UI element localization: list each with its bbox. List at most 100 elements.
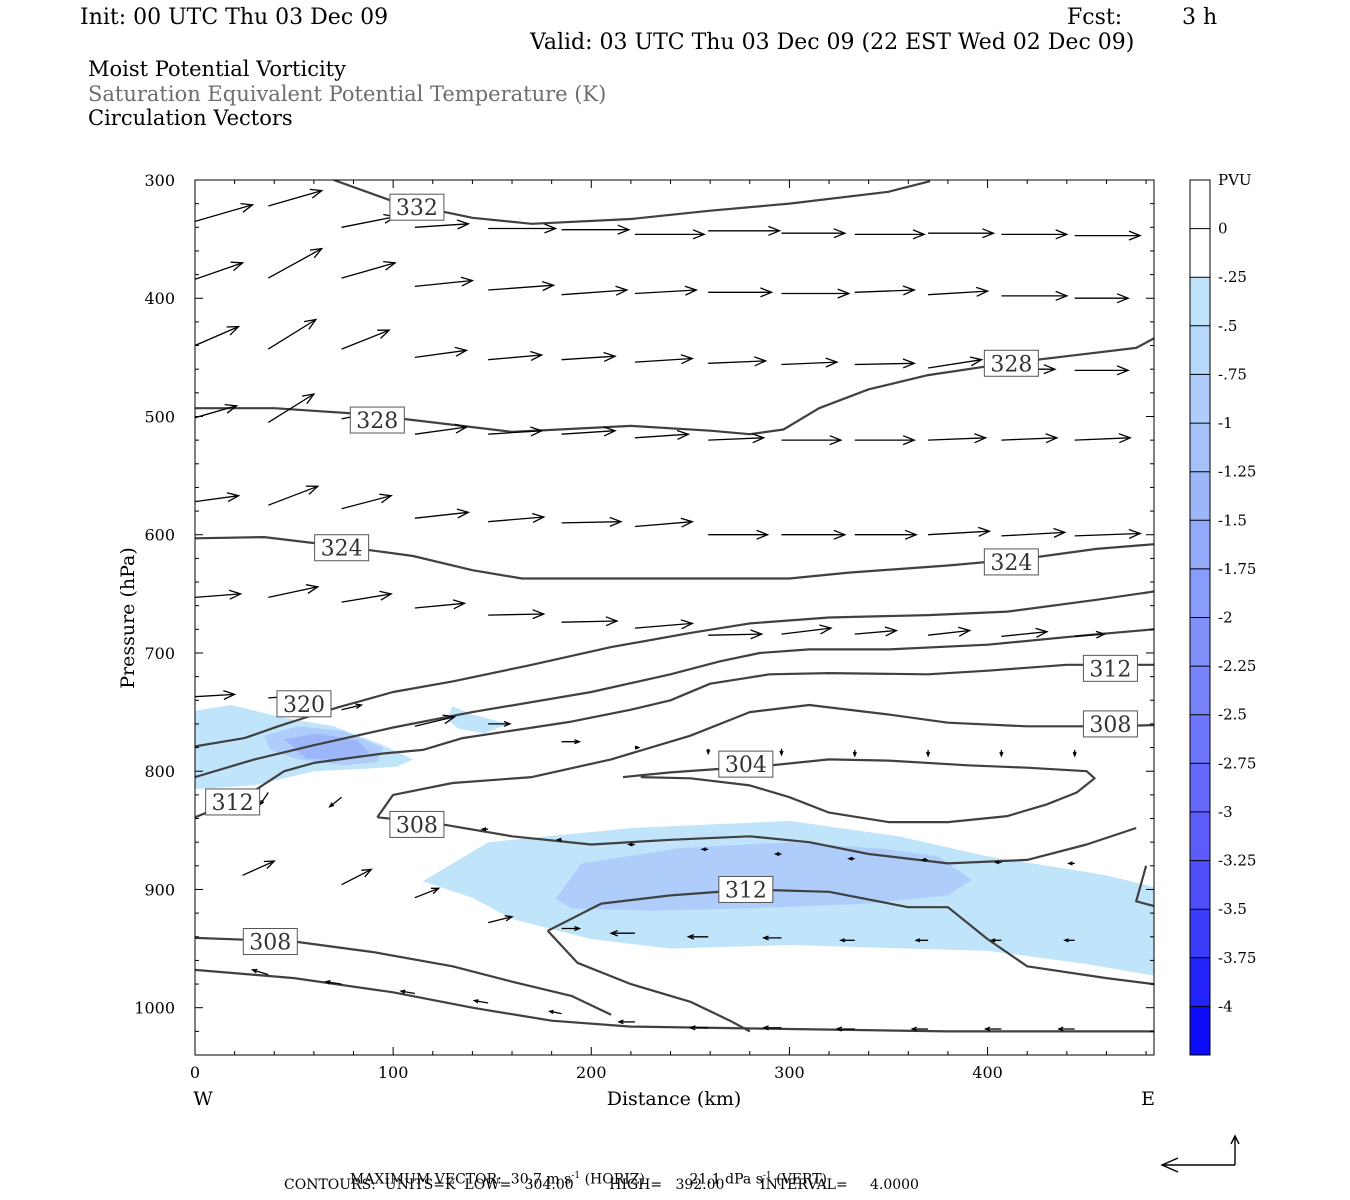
colorbar-swatch bbox=[1190, 568, 1210, 618]
circulation-vector bbox=[1001, 433, 1059, 444]
contour-label: 332 bbox=[389, 193, 445, 221]
y-tick-label: 300 bbox=[144, 171, 175, 190]
svg-text:324: 324 bbox=[990, 551, 1032, 576]
y-tick-label: 400 bbox=[144, 289, 175, 308]
circulation-vector bbox=[267, 318, 318, 350]
circulation-vector bbox=[1072, 749, 1077, 758]
colorbar-tick-label: -.25 bbox=[1218, 268, 1247, 286]
plot-frame bbox=[194, 179, 1155, 1056]
vert-vector-value: 21.1 dPa s bbox=[689, 1171, 763, 1188]
circulation-vector bbox=[259, 792, 269, 806]
colorbar-tick-label: -2 bbox=[1218, 609, 1233, 627]
colorbar-swatch bbox=[1190, 1006, 1210, 1056]
circulation-vector bbox=[928, 356, 984, 369]
colorbar-swatch bbox=[1190, 374, 1210, 424]
field-title-mpv: Moist Potential Vorticity bbox=[88, 57, 346, 81]
circulation-vector bbox=[839, 938, 855, 943]
circulation-vector bbox=[341, 260, 397, 279]
valid-time: Valid: 03 UTC Thu 03 Dec 09 (22 EST Wed … bbox=[530, 30, 1135, 55]
circulation-vector bbox=[928, 286, 990, 297]
circulation-vector bbox=[195, 202, 255, 223]
y-tick-label: 500 bbox=[144, 407, 175, 426]
theta-es-contour bbox=[195, 663, 1154, 819]
circulation-vector bbox=[195, 689, 237, 700]
colorbar-tick-label: -3 bbox=[1218, 803, 1233, 821]
colorbar-swatch bbox=[1190, 423, 1210, 473]
circulation-vector bbox=[854, 626, 899, 637]
x-axis-east-label: E bbox=[1141, 1088, 1155, 1110]
vert-vector-exponent: -1 bbox=[762, 1171, 772, 1181]
circulation-vector bbox=[854, 358, 917, 369]
circulation-vector bbox=[341, 868, 373, 886]
circulation-vector bbox=[708, 225, 782, 236]
circulation-vector bbox=[488, 280, 556, 292]
circulation-vector bbox=[480, 827, 489, 832]
circulation-vector bbox=[561, 351, 617, 362]
y-tick-label: 900 bbox=[144, 880, 175, 899]
circulation-vector bbox=[854, 229, 926, 240]
colorbar-tick-label: -2.75 bbox=[1218, 754, 1256, 772]
colorbar-swatch bbox=[1190, 228, 1210, 278]
colorbar-swatch bbox=[1190, 957, 1210, 1007]
circulation-vector bbox=[706, 748, 711, 756]
circulation-vector bbox=[1074, 433, 1132, 444]
circulation-vector bbox=[634, 229, 706, 240]
circulation-vector bbox=[561, 516, 623, 527]
svg-text:312: 312 bbox=[1089, 657, 1131, 682]
colorbar-tick-label: -1 bbox=[1218, 414, 1233, 432]
circulation-vector bbox=[708, 433, 766, 444]
circulation-vector bbox=[1001, 290, 1069, 301]
circulation-vector bbox=[547, 1009, 562, 1015]
circulation-vector bbox=[854, 285, 917, 296]
circulation-vector bbox=[488, 512, 546, 523]
colorbar-swatch bbox=[1190, 666, 1210, 716]
horiz-vector-exponent: -1 bbox=[571, 1171, 581, 1181]
circulation-vector bbox=[779, 748, 784, 757]
colorbar-tick-label: -3.75 bbox=[1218, 949, 1256, 967]
y-tick-label: 1000 bbox=[134, 999, 175, 1018]
circulation-vector bbox=[268, 485, 320, 506]
x-tick-label: 300 bbox=[774, 1063, 805, 1082]
circulation-vector bbox=[414, 346, 469, 359]
circulation-vector bbox=[993, 860, 1002, 865]
y-tick-label: 800 bbox=[144, 762, 175, 781]
x-tick-label: 200 bbox=[576, 1063, 607, 1082]
circulation-vector bbox=[414, 276, 475, 288]
pv-shade-region bbox=[446, 706, 509, 734]
circulation-vector bbox=[999, 749, 1004, 758]
circulation-vector bbox=[634, 285, 699, 296]
circulation-vector bbox=[1074, 630, 1107, 639]
circulation-vector bbox=[634, 429, 691, 440]
circulation-vector bbox=[561, 616, 619, 627]
circulation-vector bbox=[634, 517, 695, 528]
circulation-vector bbox=[414, 599, 467, 610]
circulation-vector bbox=[609, 929, 635, 937]
colorbar-tick-label: -4 bbox=[1218, 997, 1233, 1015]
x-tick-label: 400 bbox=[972, 1063, 1003, 1082]
circulation-vector bbox=[268, 584, 320, 599]
circulation-vector bbox=[781, 624, 833, 635]
theta-es-contour bbox=[1135, 865, 1154, 908]
circulation-vector bbox=[195, 589, 243, 600]
circulation-vector bbox=[835, 1026, 855, 1032]
circulation-vector bbox=[1074, 528, 1142, 539]
contour-info: CONTOURS: UNITS=K LOW= 304.00 HIGH= 392.… bbox=[284, 1177, 919, 1193]
contour-label: 312 bbox=[205, 788, 261, 816]
theta-es-contour bbox=[377, 816, 1137, 865]
circulation-vector bbox=[414, 423, 469, 435]
colorbar-swatch bbox=[1190, 180, 1210, 230]
circulation-vector bbox=[195, 325, 241, 347]
pv-shade-region bbox=[284, 733, 370, 761]
circulation-vector bbox=[781, 228, 847, 239]
colorbar-tick-label: -3.25 bbox=[1218, 852, 1256, 870]
circulation-vector bbox=[983, 1026, 1002, 1032]
colorbar-tick-label: -2.25 bbox=[1218, 657, 1256, 675]
max-vector-info: MAXIMUM VECTOR: 30.7 m s-1 (HORIZ) 21.1 … bbox=[341, 1158, 827, 1187]
circulation-vector bbox=[627, 842, 635, 847]
circulation-vector bbox=[634, 354, 695, 365]
theta-es-contour bbox=[195, 968, 1154, 1033]
svg-text:312: 312 bbox=[212, 791, 254, 816]
colorbar-swatch bbox=[1190, 909, 1210, 959]
circulation-vector bbox=[1057, 1026, 1075, 1032]
circulation-vector bbox=[267, 247, 324, 279]
